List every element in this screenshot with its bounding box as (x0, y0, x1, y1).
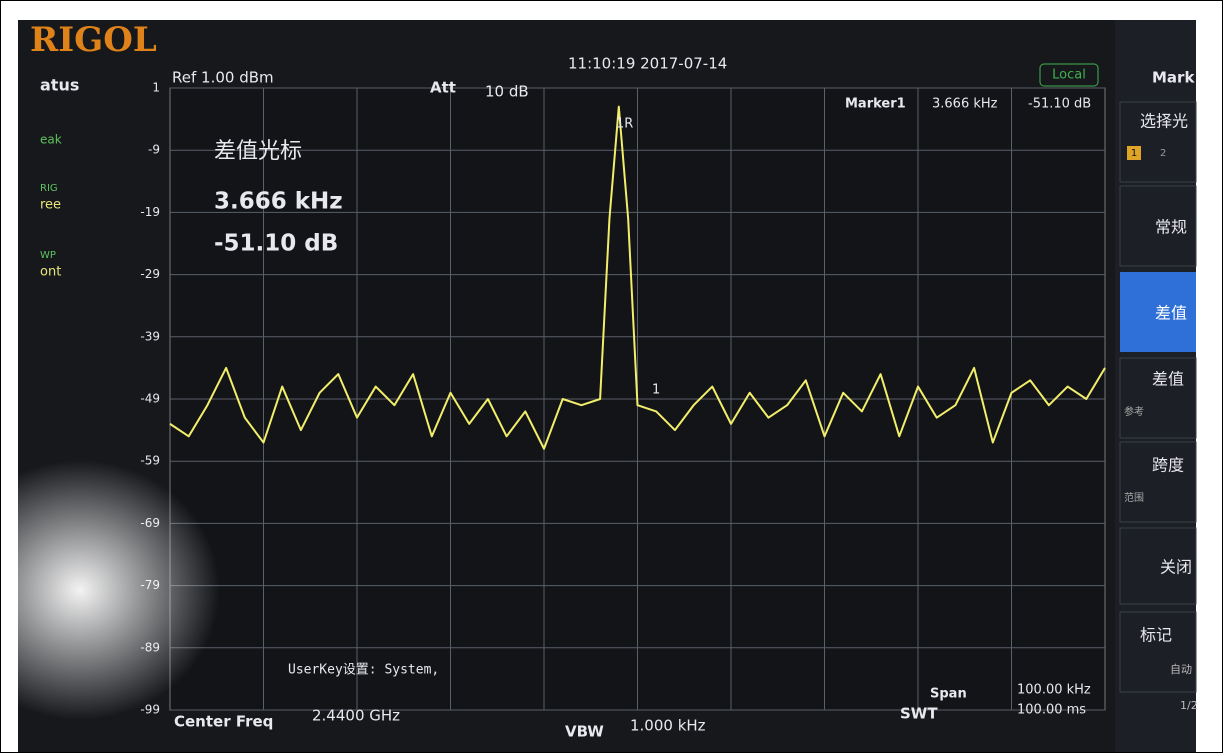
status: eak (40, 133, 62, 147)
menu-box (1119, 441, 1197, 523)
menu-item[interactable]: 常规 (1155, 218, 1187, 237)
status: ont (40, 265, 61, 280)
menu-item[interactable]: 关闭 (1160, 558, 1192, 577)
marker-ref-tag: 1R (616, 117, 633, 132)
vbw-value: 1.000 kHz (630, 717, 706, 735)
y-tick-label: -59 (140, 454, 160, 468)
status: WP (40, 250, 56, 261)
menu-item[interactable]: 标记 (1140, 626, 1172, 645)
status-title: atus (40, 76, 79, 95)
menu-chip (1127, 146, 1141, 160)
menu-item[interactable]: 自动 (1170, 663, 1192, 676)
swt-value: 100.00 ms (1017, 703, 1086, 718)
menu-item[interactable]: 差值 (1155, 304, 1187, 323)
overlay-title: 差值光标 (214, 139, 302, 164)
menu-item[interactable]: 范围 (1124, 491, 1144, 504)
vbw-label: VBW (565, 723, 604, 741)
att-label: Att (430, 79, 456, 97)
trace (169, 105, 1106, 450)
marker-label: Marker1 (845, 97, 906, 112)
overlay-freq: 3.666 kHz (214, 189, 343, 215)
y-tick-label: -49 (140, 392, 160, 406)
status: ree (40, 198, 61, 213)
menu-panel (1115, 20, 1196, 752)
timestamp: 11:10:19 2017-07-14 (568, 55, 727, 73)
y-tick-label: -29 (140, 267, 160, 281)
plot (169, 105, 1106, 450)
span-label: Span (930, 687, 967, 702)
span-value: 100.00 kHz (1017, 683, 1091, 698)
menu-box (1119, 611, 1197, 693)
marker-tag: 1 (652, 383, 660, 398)
menu-box (1119, 101, 1197, 183)
overlay-level: -51.10 dB (214, 231, 338, 257)
menu-item[interactable]: 2 (1160, 148, 1166, 159)
y-tick-label: -9 (148, 143, 160, 157)
local-box (1039, 63, 1099, 87)
menu-item[interactable]: 差值 (1152, 370, 1184, 389)
y-tick-label: -99 (140, 703, 160, 717)
menu-box (1119, 527, 1197, 605)
glare (0, 460, 220, 720)
local: Local (1052, 68, 1086, 83)
menu-item[interactable]: 参考 (1124, 405, 1144, 418)
menu-item[interactable]: 选择光 (1140, 112, 1188, 131)
menu-box (1119, 185, 1197, 267)
center-label: Center Freq (174, 713, 273, 731)
logo: RIGOL (30, 20, 157, 60)
menu-item[interactable]: 跨度 (1152, 456, 1184, 475)
y-tick-label: -39 (140, 329, 160, 343)
status: RIG (40, 183, 58, 194)
marker-freq: 3.666 kHz (932, 97, 998, 112)
menu-title: Mark (1152, 69, 1195, 87)
center-value: 2.4400 GHz (312, 707, 400, 725)
menu-active (1120, 272, 1196, 352)
menu-boxes (1119, 101, 1197, 693)
menu-item[interactable]: 1 (1131, 148, 1137, 159)
y-tick-label: 1 (152, 81, 160, 95)
att-value: 10 dB (485, 83, 529, 101)
marker-level: -51.10 dB (1028, 97, 1091, 112)
menu-box (1119, 357, 1197, 439)
ref-level: Ref 1.00 dBm (172, 69, 274, 87)
userkey: UserKey设置: System, (288, 663, 439, 678)
y-tick-label: -19 (140, 205, 160, 219)
swt-label: SWT (900, 705, 938, 723)
menu-item[interactable]: 1/2 (1180, 699, 1198, 712)
